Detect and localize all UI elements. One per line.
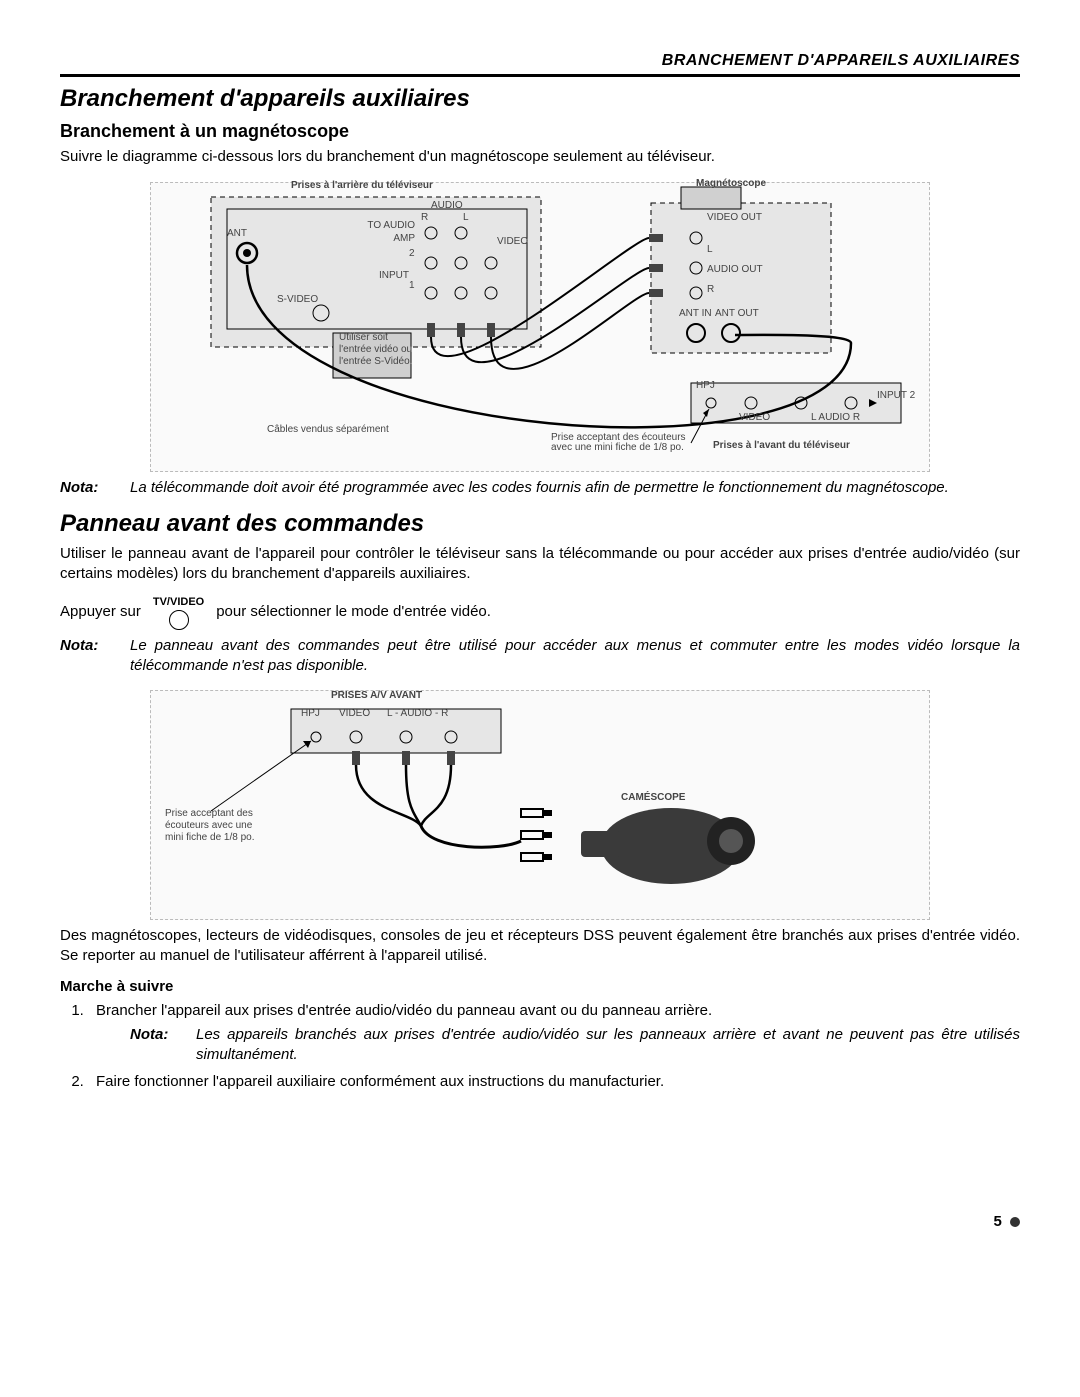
press-row: Appuyer sur TV/VIDEO pour sélectionner l…	[60, 595, 1020, 630]
r-label: R	[421, 211, 428, 225]
two-label: 2	[409, 247, 415, 261]
input2-label: INPUT 2	[877, 389, 915, 403]
section2-intro: Utiliser le panneau avant de l'appareil …	[60, 544, 1020, 585]
page-footer: 5	[60, 1212, 1020, 1232]
antin-label: ANT IN	[679, 307, 712, 321]
l-label: L	[463, 211, 469, 225]
headphone-l2: avec une mini fiche de 1/8 po.	[551, 441, 684, 455]
nota-label-2: Nota:	[60, 636, 110, 677]
input-label: INPUT	[379, 269, 409, 283]
tv-video-label: TV/VIDEO	[153, 595, 204, 610]
vcr-l-label: L	[707, 243, 713, 257]
section1-nota: Nota: La télécommande doit avoir été pro…	[60, 478, 1020, 498]
vcr-label: Magnétoscope	[696, 177, 766, 191]
press-after: pour sélectionner le mode d'entrée vidéo…	[216, 602, 491, 622]
antout-label: ANT OUT	[715, 307, 759, 321]
hp-l3: mini fiche de 1/8 po.	[165, 831, 285, 845]
steps-list: Brancher l'appareil aux prises d'entrée …	[88, 1001, 1020, 1092]
step-2: Faire fonctionner l'appareil auxiliaire …	[88, 1072, 1020, 1092]
one-label: 1	[409, 279, 415, 293]
section1-title: Branchement d'appareils auxiliaires	[60, 83, 1020, 115]
section2-title: Panneau avant des commandes	[60, 508, 1020, 540]
rear-panel-label: Prises à l'arrière du téléviseur	[291, 179, 433, 193]
step1-text: Brancher l'appareil aux prises d'entrée …	[96, 1002, 712, 1019]
page-number: 5	[993, 1213, 1001, 1230]
diagram-vcr-connection: Prises à l'arrière du téléviseur Magnéto…	[150, 182, 930, 472]
hpj-label: HPJ	[696, 379, 715, 393]
videoout-label: VIDEO OUT	[707, 211, 762, 225]
section1-nota-text: La télécommande doit avoir été programmé…	[130, 478, 1020, 498]
ant-label: ANT	[227, 227, 247, 241]
front-panel-label: Prises à l'avant du téléviseur	[713, 439, 850, 453]
front-laudior: L - AUDIO - R	[387, 707, 448, 721]
cables-label: Câbles vendus séparément	[267, 423, 389, 437]
section1-subtitle: Branchement à un magnétoscope	[60, 119, 1020, 143]
front-video: VIDEO	[339, 707, 370, 721]
toamp-label: TO AUDIO AMP	[361, 219, 415, 246]
vcr-r-label: R	[707, 283, 714, 297]
notebox-l3: l'entrée S-Vidéo.	[339, 355, 412, 369]
svideo-label: S-VIDEO	[277, 293, 318, 307]
step2-text: Faire fonctionner l'appareil auxiliaire …	[96, 1073, 664, 1090]
step1-nota: Nota: Les appareils branchés aux prises …	[130, 1025, 1020, 1066]
press-before: Appuyer sur	[60, 602, 141, 622]
video-label: VIDEO	[497, 235, 528, 249]
section1-intro: Suivre le diagramme ci-dessous lors du b…	[60, 147, 1020, 167]
laudior-label: L AUDIO R	[811, 411, 860, 425]
section2-para2: Des magnétoscopes, lecteurs de vidéodisq…	[60, 926, 1020, 967]
steps-heading: Marche à suivre	[60, 977, 1020, 997]
nota-label: Nota:	[60, 478, 110, 498]
diagram-front-panel: PRISES A/V AVANT HPJ VIDEO L - AUDIO - R…	[150, 690, 930, 920]
audioout-label: AUDIO OUT	[707, 263, 763, 277]
front-hpj: HPJ	[301, 707, 320, 721]
nota-label-3: Nota:	[130, 1025, 180, 1066]
prises-label: PRISES A/V AVANT	[331, 689, 422, 703]
audio-label: AUDIO	[431, 199, 463, 213]
page-header: BRANCHEMENT D'APPAREILS AUXILIAIRES	[60, 50, 1020, 77]
step1-nota-text: Les appareils branchés aux prises d'entr…	[196, 1025, 1020, 1066]
page-dot-icon	[1010, 1217, 1020, 1227]
step-1: Brancher l'appareil aux prises d'entrée …	[88, 1001, 1020, 1066]
camescope-label: CAMÉSCOPE	[621, 791, 685, 805]
front-video-label: VIDEO	[739, 411, 770, 425]
tv-video-button-icon	[169, 610, 189, 630]
section2-nota-text: Le panneau avant des commandes peut être…	[130, 636, 1020, 677]
section2-nota: Nota: Le panneau avant des commandes peu…	[60, 636, 1020, 677]
